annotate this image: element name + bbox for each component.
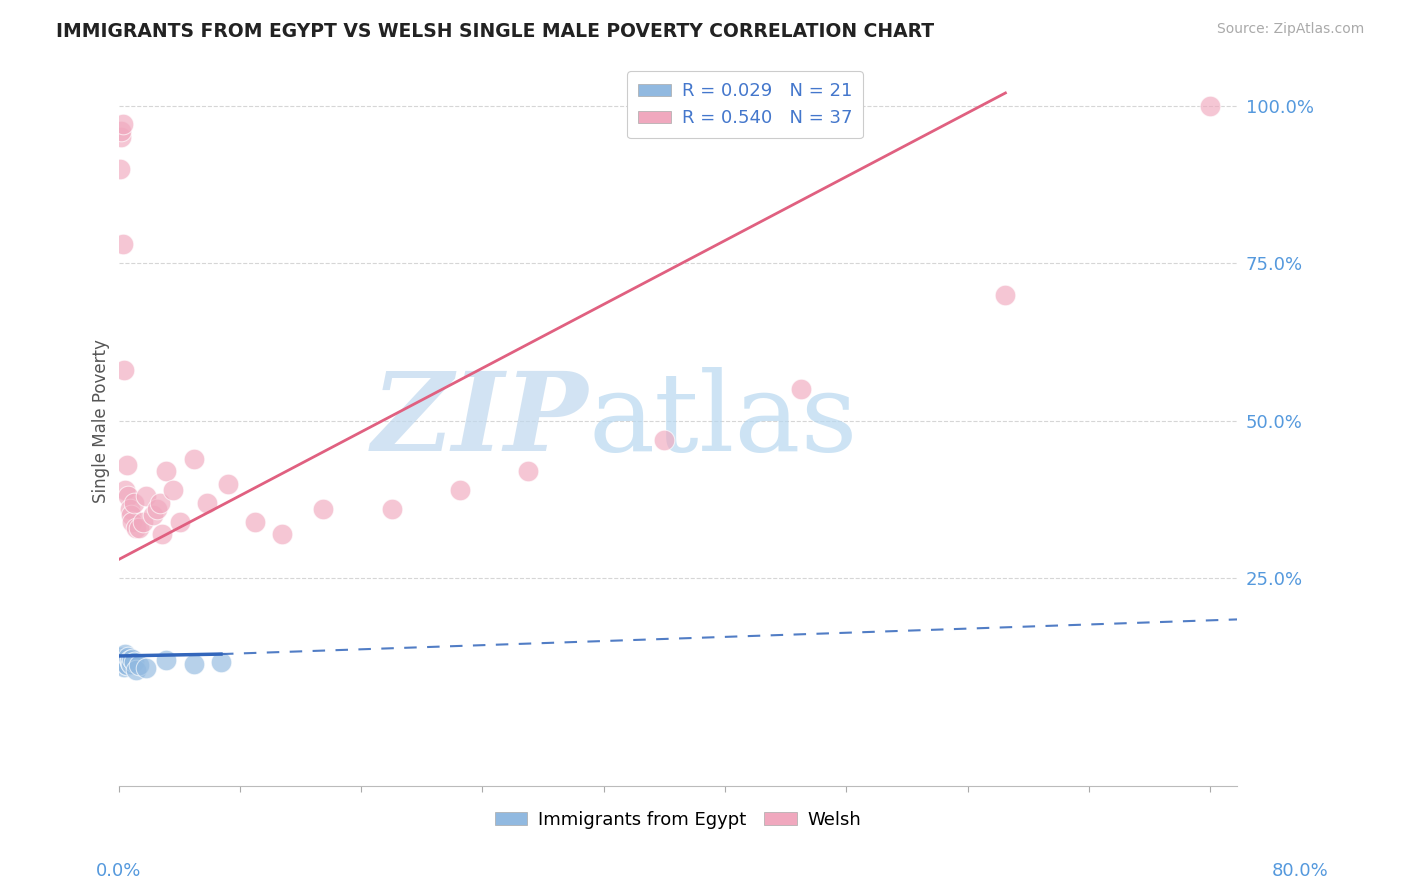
Point	[183, 451, 205, 466]
Point	[108, 653, 131, 667]
Point	[114, 483, 136, 498]
Point	[790, 382, 813, 396]
Point	[108, 161, 131, 176]
Point	[312, 502, 335, 516]
Y-axis label: Single Male Poverty: Single Male Poverty	[93, 339, 110, 503]
Text: atlas: atlas	[589, 368, 858, 475]
Point	[195, 496, 218, 510]
Point	[111, 655, 134, 669]
Point	[142, 508, 165, 523]
Point	[209, 655, 232, 669]
Point	[128, 658, 150, 673]
Point	[118, 653, 141, 667]
Point	[135, 490, 157, 504]
Point	[118, 655, 141, 669]
Point	[125, 663, 148, 677]
Point	[114, 647, 136, 661]
Point	[162, 483, 184, 498]
Point	[120, 508, 142, 523]
Point	[114, 657, 136, 671]
Point	[112, 659, 135, 673]
Point	[111, 237, 134, 252]
Point	[110, 124, 132, 138]
Point	[112, 363, 135, 377]
Point	[121, 652, 143, 666]
Point	[449, 483, 471, 498]
Point	[118, 502, 141, 516]
Point	[117, 490, 139, 504]
Point	[120, 657, 142, 671]
Point	[994, 287, 1017, 301]
Point	[122, 655, 145, 669]
Point	[132, 515, 155, 529]
Point	[169, 515, 191, 529]
Point	[111, 118, 134, 132]
Point	[271, 527, 294, 541]
Point	[217, 476, 239, 491]
Point	[1199, 98, 1222, 112]
Legend: Immigrants from Egypt, Welsh: Immigrants from Egypt, Welsh	[488, 804, 869, 836]
Point	[115, 458, 138, 472]
Point	[146, 502, 169, 516]
Text: 80.0%: 80.0%	[1272, 862, 1329, 880]
Text: IMMIGRANTS FROM EGYPT VS WELSH SINGLE MALE POVERTY CORRELATION CHART: IMMIGRANTS FROM EGYPT VS WELSH SINGLE MA…	[56, 22, 935, 41]
Point	[110, 130, 132, 145]
Point	[516, 464, 538, 478]
Point	[117, 650, 139, 665]
Point	[155, 464, 177, 478]
Text: Source: ZipAtlas.com: Source: ZipAtlas.com	[1216, 22, 1364, 37]
Point	[121, 515, 143, 529]
Point	[183, 657, 205, 671]
Text: 0.0%: 0.0%	[96, 862, 141, 880]
Point	[125, 521, 148, 535]
Point	[380, 502, 402, 516]
Point	[115, 658, 138, 673]
Point	[110, 657, 132, 671]
Point	[128, 521, 150, 535]
Point	[155, 653, 177, 667]
Point	[150, 527, 173, 541]
Point	[654, 433, 676, 447]
Point	[110, 650, 132, 665]
Text: ZIP: ZIP	[371, 368, 589, 475]
Point	[243, 515, 266, 529]
Point	[149, 496, 172, 510]
Point	[122, 496, 145, 510]
Point	[111, 652, 134, 666]
Point	[135, 661, 157, 675]
